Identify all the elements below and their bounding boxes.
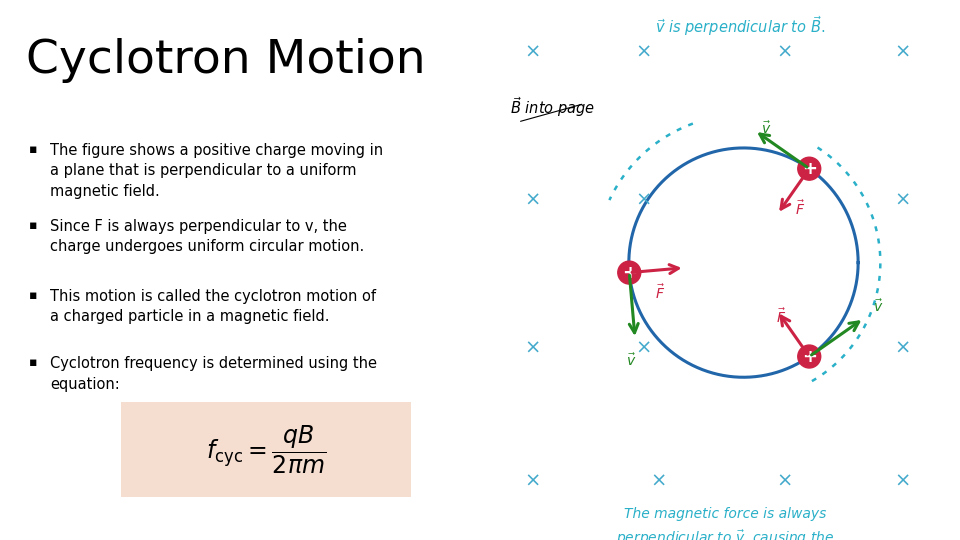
Text: +: + (802, 348, 817, 366)
Text: $\vec{v}$ is perpendicular to $\vec{B}.$: $\vec{v}$ is perpendicular to $\vec{B}.$ (655, 14, 825, 38)
Text: ×: × (776, 42, 792, 61)
Text: $\vec{v}$: $\vec{v}$ (761, 120, 771, 137)
Text: +: + (622, 264, 636, 281)
Text: The magnetic force is always
perpendicular to $\vec{v}$, causing the
particle to: The magnetic force is always perpendicul… (615, 507, 834, 540)
Text: ▪: ▪ (29, 356, 37, 369)
Text: $\vec{F}$: $\vec{F}$ (795, 200, 804, 218)
Text: ×: × (895, 338, 911, 357)
Text: ×: × (636, 338, 652, 357)
Text: Cyclotron frequency is determined using the
equation:: Cyclotron frequency is determined using … (50, 356, 377, 392)
Text: +: + (802, 160, 817, 178)
Circle shape (618, 261, 640, 284)
Text: ×: × (524, 190, 540, 209)
Text: ▪: ▪ (29, 289, 37, 302)
Text: ×: × (524, 42, 540, 61)
Text: $\vec{v}$: $\vec{v}$ (626, 352, 636, 369)
Text: ×: × (895, 190, 911, 209)
Text: ▪: ▪ (29, 143, 37, 156)
Text: ▪: ▪ (29, 219, 37, 232)
Text: This motion is called the cyclotron motion of
a charged particle in a magnetic f: This motion is called the cyclotron moti… (50, 289, 376, 325)
Text: Cyclotron Motion: Cyclotron Motion (26, 38, 426, 83)
Text: ×: × (524, 338, 540, 357)
Text: $\vec{F}$: $\vec{F}$ (655, 284, 664, 302)
Text: ×: × (636, 42, 652, 61)
Text: Since F is always perpendicular to v, the
charge undergoes uniform circular moti: Since F is always perpendicular to v, th… (50, 219, 364, 254)
Text: $f_{\mathrm{cyc}} = \dfrac{qB}{2\pi m}$: $f_{\mathrm{cyc}} = \dfrac{qB}{2\pi m}$ (206, 423, 326, 476)
Text: ×: × (895, 471, 911, 490)
Text: $\vec{v}$: $\vec{v}$ (873, 298, 883, 315)
Text: $\vec{F}$: $\vec{F}$ (777, 307, 786, 326)
Circle shape (798, 157, 821, 180)
Text: ×: × (776, 471, 792, 490)
Text: ×: × (895, 42, 911, 61)
Circle shape (798, 345, 821, 368)
Text: ×: × (524, 471, 540, 490)
Text: $\vec{B}$ into page: $\vec{B}$ into page (511, 96, 596, 119)
FancyBboxPatch shape (121, 402, 411, 497)
Text: ×: × (636, 190, 652, 209)
Text: The figure shows a positive charge moving in
a plane that is perpendicular to a : The figure shows a positive charge movin… (50, 143, 383, 199)
Text: ×: × (650, 471, 666, 490)
